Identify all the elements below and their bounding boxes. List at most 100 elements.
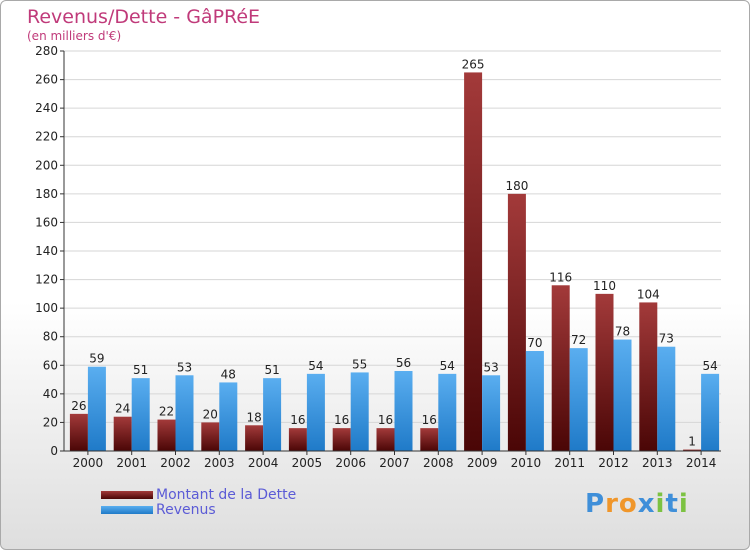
- bar-revenus-2006: [350, 372, 369, 451]
- proxiti-logo: Proxiti: [585, 489, 689, 519]
- axes: 0204060801001201401601802002202402602802…: [35, 44, 721, 470]
- x-tick-label: 2000: [73, 456, 104, 470]
- data-label-revenus: 55: [352, 357, 367, 371]
- data-label-dette: 18: [246, 410, 261, 424]
- x-tick-label: 2001: [116, 456, 147, 470]
- chart-subtitle: (en milliers d'€): [27, 29, 122, 43]
- legend-swatch-dette: [101, 491, 153, 499]
- data-label-revenus: 51: [133, 363, 148, 377]
- data-label-revenus: 70: [527, 336, 542, 350]
- legend-swatch-revenus: [101, 506, 153, 514]
- bar-revenus-2001: [131, 378, 150, 451]
- x-tick-label: 2003: [204, 456, 235, 470]
- x-tick-label: 2005: [292, 456, 323, 470]
- logo-letter: x: [637, 489, 656, 519]
- data-label-dette: 22: [159, 405, 174, 419]
- chart-title: Revenus/Dette - GâPRéE: [27, 6, 261, 28]
- data-label-dette: 24: [115, 402, 130, 416]
- logo-letter: t: [665, 489, 679, 519]
- legend-label-dette: Montant de la Dette: [156, 487, 297, 503]
- x-tick-label: 2006: [335, 456, 366, 470]
- x-tick-label: 2007: [379, 456, 410, 470]
- data-label-revenus: 72: [571, 333, 586, 347]
- y-tick-label: 80: [43, 330, 58, 344]
- bar-revenus-2014: [701, 373, 720, 451]
- data-label-dette: 16: [290, 413, 305, 427]
- bar-dette-2004: [245, 425, 264, 451]
- data-label-dette: 16: [422, 413, 437, 427]
- bar-dette-2014: [683, 449, 702, 451]
- bar-dette-2008: [420, 428, 439, 451]
- bar-dette-2012: [595, 293, 614, 451]
- bar-revenus-2003: [219, 382, 238, 451]
- data-label-revenus: 78: [615, 325, 630, 339]
- bar-dette-2002: [157, 419, 176, 451]
- data-label-revenus: 59: [89, 352, 104, 366]
- logo-letter: i: [678, 489, 689, 519]
- y-tick-label: 260: [35, 73, 58, 87]
- y-tick-label: 220: [35, 130, 58, 144]
- data-label-dette: 20: [203, 407, 218, 421]
- bar-dette-2011: [551, 285, 570, 451]
- data-label-dette: 16: [378, 413, 393, 427]
- bar-dette-2013: [639, 302, 658, 451]
- x-tick-label: 2002: [160, 456, 191, 470]
- x-tick-label: 2004: [248, 456, 279, 470]
- y-tick-label: 0: [50, 444, 58, 458]
- y-tick-label: 140: [35, 244, 58, 258]
- x-tick-label: 2011: [554, 456, 585, 470]
- data-label-dette: 16: [334, 413, 349, 427]
- data-label-revenus: 54: [308, 359, 323, 373]
- x-tick-label: 2014: [686, 456, 717, 470]
- x-tick-label: 2008: [423, 456, 454, 470]
- data-label-dette: 180: [505, 179, 528, 193]
- logo-letter: i: [655, 489, 666, 519]
- bar-revenus-2002: [175, 375, 194, 451]
- data-label-dette: 110: [593, 279, 616, 293]
- y-tick-label: 20: [43, 415, 58, 429]
- data-label-dette: 26: [71, 399, 86, 413]
- data-label-revenus: 54: [440, 359, 455, 373]
- y-tick-label: 120: [35, 273, 58, 287]
- bar-revenus-2009: [482, 375, 501, 451]
- bar-revenus-2013: [657, 346, 676, 451]
- y-tick-label: 200: [35, 158, 58, 172]
- bars: [69, 72, 720, 451]
- y-tick-label: 160: [35, 215, 58, 229]
- y-tick-label: 180: [35, 187, 58, 201]
- bar-revenus-2004: [263, 378, 282, 451]
- logo-letter: P: [585, 489, 606, 519]
- data-label-revenus: 53: [483, 360, 498, 374]
- bar-dette-2009: [464, 72, 483, 451]
- bar-dette-2007: [376, 428, 395, 451]
- y-tick-label: 280: [35, 44, 58, 58]
- y-tick-label: 100: [35, 301, 58, 315]
- y-tick-label: 40: [43, 387, 58, 401]
- bar-revenus-2010: [525, 351, 544, 451]
- bar-dette-2003: [201, 422, 220, 451]
- legend-item-dette: Montant de la Dette: [101, 487, 296, 503]
- bar-revenus-2011: [569, 348, 588, 451]
- bar-revenus-2012: [613, 339, 632, 451]
- data-label-dette: 265: [462, 57, 485, 71]
- x-tick-label: 2013: [642, 456, 673, 470]
- data-label-dette: 104: [637, 287, 660, 301]
- data-label-dette: 1: [688, 435, 696, 449]
- y-tick-label: 60: [43, 358, 58, 372]
- legend-item-revenus: Revenus: [101, 502, 216, 518]
- bar-revenus-2000: [87, 366, 106, 451]
- bar-dette-2001: [113, 416, 132, 451]
- x-tick-label: 2010: [511, 456, 542, 470]
- bar-dette-2000: [69, 413, 88, 451]
- data-labels: 26 59 24 51 22 53 20 48 18 51 16 54 16 55 16 56 16 54 265 5…: [71, 57, 717, 448]
- bar-dette-2005: [288, 428, 307, 451]
- data-label-revenus: 73: [659, 332, 674, 346]
- bar-revenus-2005: [306, 373, 325, 451]
- logo-letter: o: [618, 489, 638, 519]
- bar-revenus-2008: [438, 373, 457, 451]
- bar-dette-2006: [332, 428, 351, 451]
- data-label-revenus: 53: [177, 360, 192, 374]
- bar-revenus-2007: [394, 371, 413, 451]
